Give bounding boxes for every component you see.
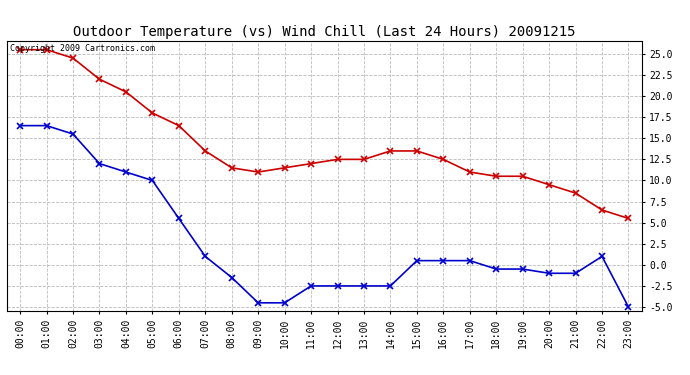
Text: Copyright 2009 Cartronics.com: Copyright 2009 Cartronics.com — [10, 44, 155, 53]
Title: Outdoor Temperature (vs) Wind Chill (Last 24 Hours) 20091215: Outdoor Temperature (vs) Wind Chill (Las… — [73, 25, 575, 39]
